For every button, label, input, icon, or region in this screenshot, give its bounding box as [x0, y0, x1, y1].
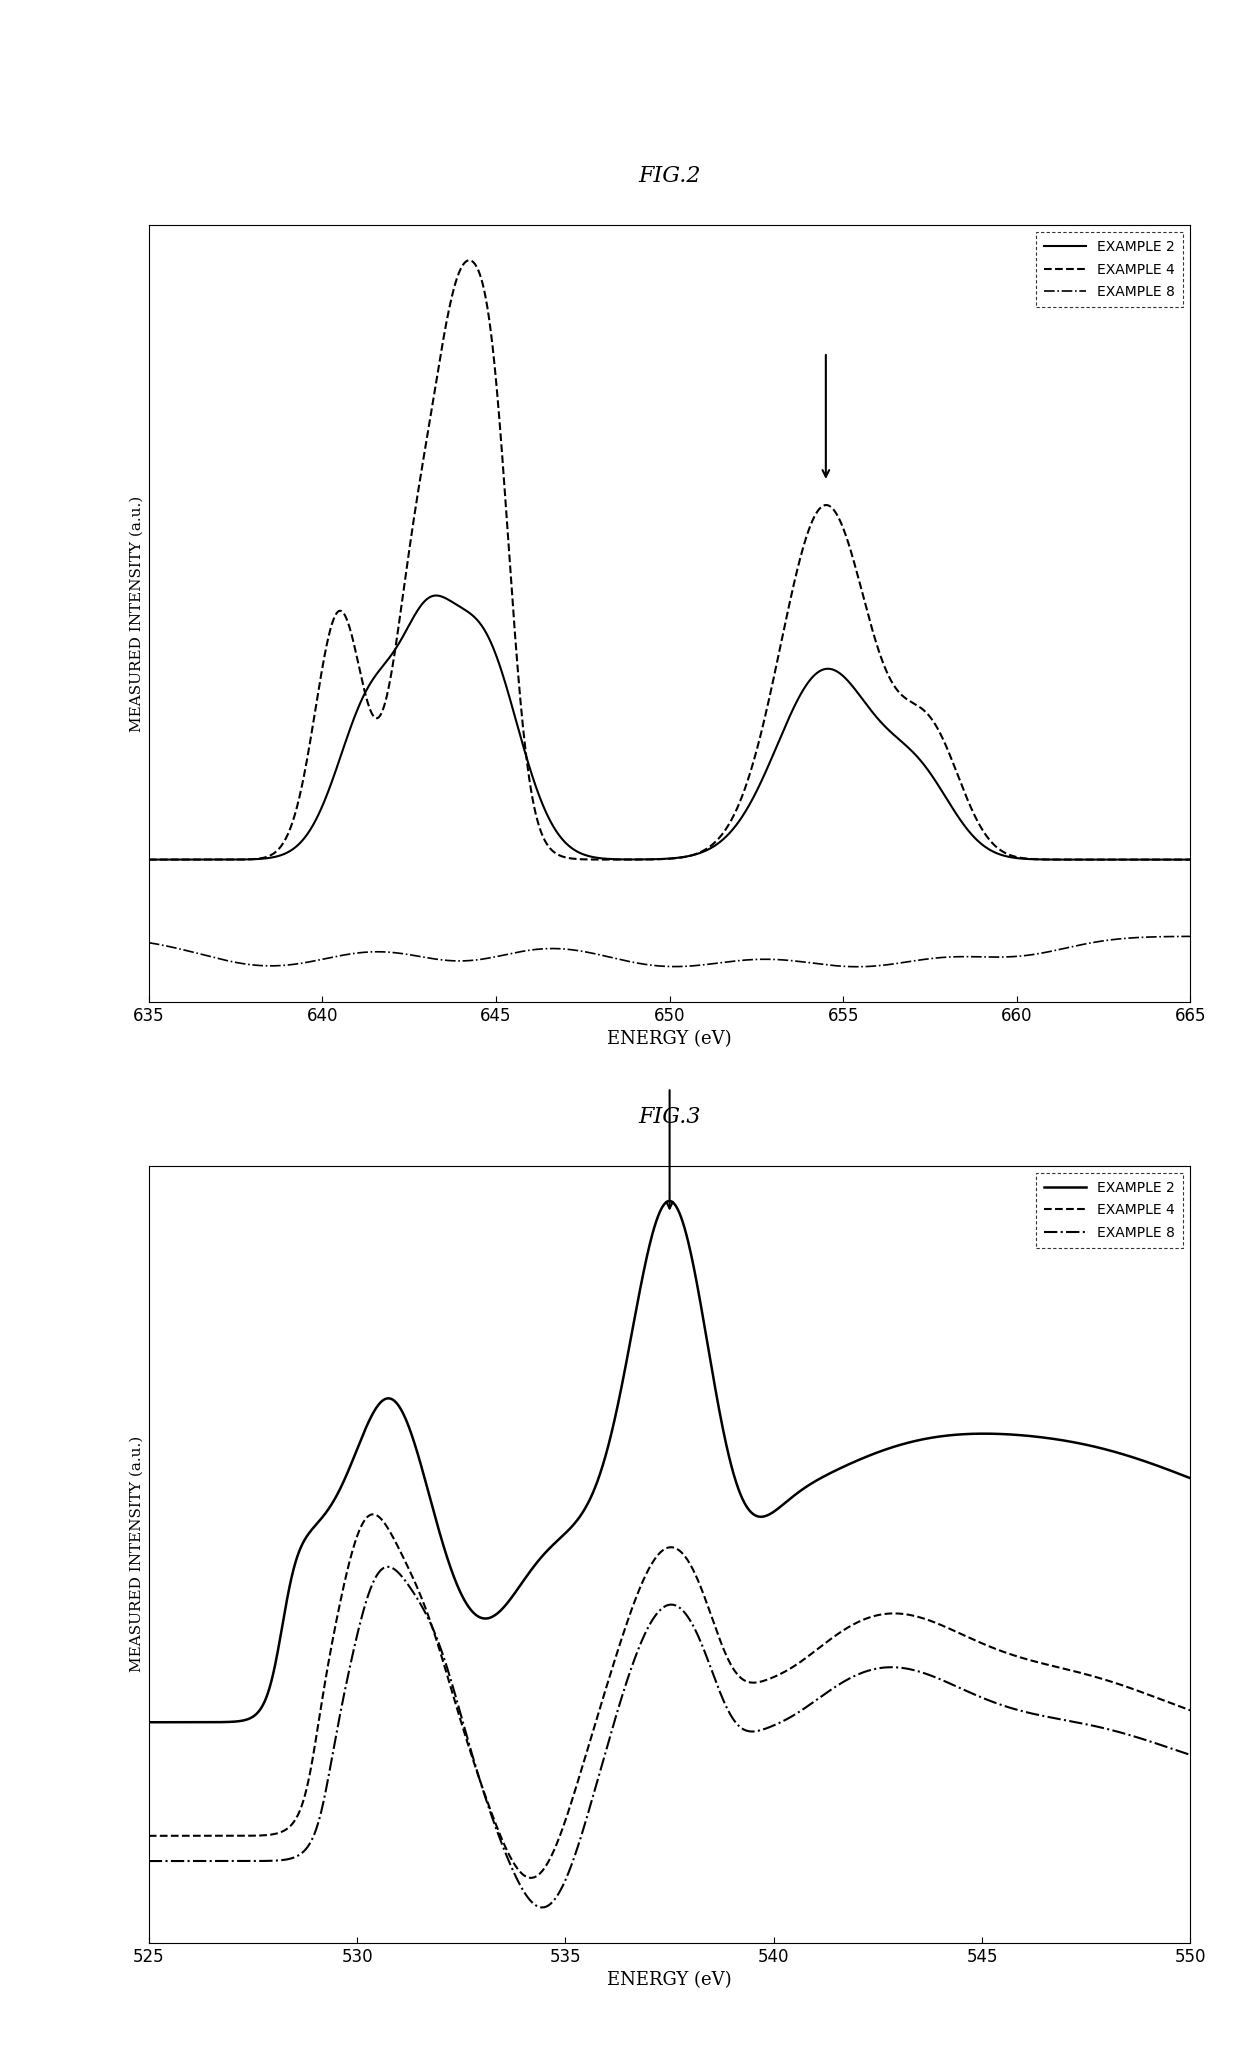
EXAMPLE 8	[541, 937, 556, 961]
Line: EXAMPLE 2: EXAMPLE 2	[149, 1200, 1190, 1722]
EXAMPLE 4	[542, 1849, 557, 1873]
EXAMPLE 2	[1163, 847, 1178, 871]
EXAMPLE 2	[1183, 847, 1198, 871]
EXAMPLE 4	[1052, 1654, 1066, 1679]
EXAMPLE 4	[366, 1501, 381, 1526]
Legend: EXAMPLE 2, EXAMPLE 4, EXAMPLE 8: EXAMPLE 2, EXAMPLE 4, EXAMPLE 8	[1037, 1172, 1183, 1247]
Y-axis label: MEASURED INTENSITY (a.u.): MEASURED INTENSITY (a.u.)	[129, 495, 144, 732]
EXAMPLE 2	[1050, 1427, 1065, 1452]
EXAMPLE 8	[322, 1759, 337, 1783]
EXAMPLE 8	[1052, 1708, 1066, 1732]
EXAMPLE 2	[1183, 1466, 1198, 1491]
EXAMPLE 2	[322, 1495, 337, 1519]
EXAMPLE 4	[523, 1865, 538, 1890]
Line: EXAMPLE 2: EXAMPLE 2	[149, 595, 1190, 859]
X-axis label: ENERGY (eV): ENERGY (eV)	[608, 1971, 732, 1990]
Line: EXAMPLE 4: EXAMPLE 4	[149, 1513, 1190, 1877]
EXAMPLE 2	[260, 847, 275, 871]
EXAMPLE 8	[542, 1894, 557, 1918]
Line: EXAMPLE 8: EXAMPLE 8	[149, 1566, 1190, 1908]
EXAMPLE 4	[587, 847, 601, 871]
EXAMPLE 2	[541, 806, 556, 830]
EXAMPLE 8	[260, 953, 275, 978]
EXAMPLE 8	[587, 1781, 601, 1806]
EXAMPLE 2	[1050, 847, 1065, 871]
EXAMPLE 8	[1163, 1736, 1178, 1761]
EXAMPLE 4	[463, 247, 477, 272]
EXAMPLE 8	[141, 1849, 156, 1873]
EXAMPLE 4	[1163, 1691, 1178, 1716]
EXAMPLE 8	[587, 941, 601, 965]
EXAMPLE 2	[1163, 1458, 1178, 1483]
EXAMPLE 2	[587, 1479, 601, 1503]
EXAMPLE 8	[381, 1554, 396, 1579]
EXAMPLE 4	[1163, 847, 1178, 871]
EXAMPLE 4	[260, 1822, 275, 1847]
EXAMPLE 2	[260, 1681, 275, 1706]
EXAMPLE 4	[1183, 847, 1198, 871]
Legend: EXAMPLE 2, EXAMPLE 4, EXAMPLE 8: EXAMPLE 2, EXAMPLE 4, EXAMPLE 8	[1037, 231, 1183, 307]
EXAMPLE 8	[1163, 924, 1178, 949]
EXAMPLE 2	[141, 847, 156, 871]
Y-axis label: MEASURED INTENSITY (a.u.): MEASURED INTENSITY (a.u.)	[129, 1436, 144, 1673]
Line: EXAMPLE 8: EXAMPLE 8	[149, 937, 1190, 967]
EXAMPLE 8	[322, 945, 337, 969]
EXAMPLE 4	[260, 845, 275, 869]
EXAMPLE 2	[141, 1710, 156, 1734]
Text: FIG.2: FIG.2	[639, 166, 701, 186]
EXAMPLE 2	[662, 1188, 677, 1213]
EXAMPLE 4	[1050, 847, 1065, 871]
EXAMPLE 4	[141, 847, 156, 871]
EXAMPLE 2	[429, 583, 444, 607]
EXAMPLE 4	[587, 1716, 601, 1740]
X-axis label: ENERGY (eV): ENERGY (eV)	[608, 1031, 732, 1049]
EXAMPLE 4	[541, 834, 556, 859]
EXAMPLE 8	[141, 930, 156, 955]
EXAMPLE 8	[1050, 937, 1065, 961]
EXAMPLE 4	[1183, 1697, 1198, 1722]
Text: FIG.3: FIG.3	[639, 1106, 701, 1127]
Line: EXAMPLE 4: EXAMPLE 4	[149, 260, 1190, 859]
EXAMPLE 2	[587, 845, 601, 869]
EXAMPLE 4	[322, 1644, 337, 1669]
EXAMPLE 8	[1183, 924, 1198, 949]
EXAMPLE 8	[534, 1896, 549, 1920]
EXAMPLE 8	[849, 955, 864, 980]
EXAMPLE 8	[1183, 1742, 1198, 1767]
EXAMPLE 2	[322, 775, 337, 800]
EXAMPLE 4	[322, 622, 337, 646]
EXAMPLE 8	[260, 1849, 275, 1873]
EXAMPLE 4	[141, 1824, 156, 1849]
EXAMPLE 2	[541, 1538, 556, 1562]
